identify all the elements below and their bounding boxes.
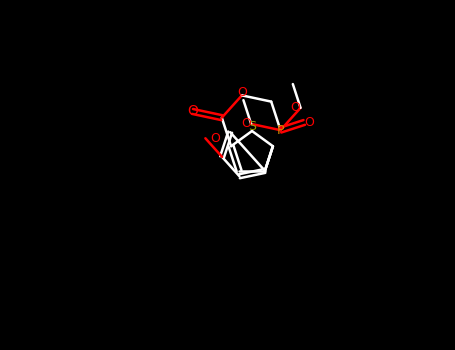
Text: O: O	[237, 86, 247, 99]
Text: O: O	[187, 104, 198, 118]
Text: O: O	[211, 132, 220, 145]
Text: O: O	[304, 116, 314, 129]
Text: P: P	[277, 124, 284, 136]
Text: S: S	[248, 119, 256, 133]
Text: O: O	[241, 117, 251, 131]
Text: O: O	[291, 102, 300, 114]
